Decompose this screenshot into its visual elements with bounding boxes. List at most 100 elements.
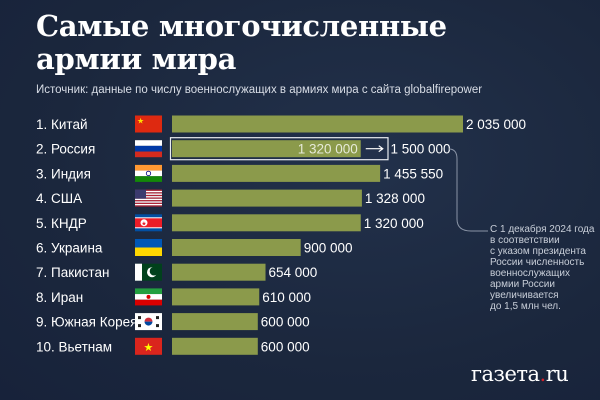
annotation-line: с указом президента [490, 246, 586, 257]
category-label: 10. Вьетнам [36, 339, 112, 354]
category-label: 6. Украина [36, 241, 103, 256]
bar [172, 115, 463, 133]
flag-part [135, 205, 162, 207]
flag-star: ★ [144, 342, 154, 354]
bar [172, 140, 361, 158]
south-korea-flag-icon [135, 313, 162, 331]
bar [172, 263, 266, 281]
bar-row: 6. Украина 900 000 [36, 239, 353, 256]
usa-flag-icon [135, 189, 162, 207]
logo-dot: . [539, 362, 547, 386]
flag-star: ★ [141, 220, 146, 227]
value-label: 2 035 000 [466, 117, 526, 132]
russia-flag-icon [135, 140, 162, 158]
bar [172, 239, 301, 256]
annotation-line: военнослужащих [490, 268, 570, 279]
bar-row: 3. Индия 1 455 550 [36, 164, 443, 182]
value-label: 1 455 550 [383, 166, 443, 181]
annotation-line: С 1 декабря 2024 года [490, 224, 595, 235]
china-flag-icon: ★ [135, 115, 162, 133]
flag-part [135, 140, 162, 146]
flag-part [135, 202, 162, 204]
category-label: 4. США [36, 191, 82, 206]
annotation-line: до 1,5 млн чел. [490, 301, 561, 312]
value-label: 600 000 [261, 315, 310, 330]
bar-row: 2. Россия 1 320 000 1 500 000 [36, 137, 451, 161]
ukraine-flag-icon [135, 239, 162, 256]
target-value-label: 1 500 000 [390, 142, 450, 157]
bar-target-outline [169, 137, 389, 161]
logo-text-end: ru [545, 362, 569, 386]
bar-row: 8. Иран 610 000 [36, 288, 311, 306]
flag-part [135, 176, 162, 182]
flag-part [138, 324, 141, 328]
flag-part [135, 164, 162, 171]
india-flag-icon [135, 164, 162, 182]
flag-part [135, 218, 162, 228]
flag-part [135, 194, 162, 197]
source-text: Источник: данные по числу военнослужащих… [36, 84, 483, 96]
flag-part [135, 197, 162, 199]
annotation-connector [448, 148, 488, 232]
bar-row: 10. Вьетнам 600 000 [36, 337, 310, 355]
annotation-note: С 1 декабря 2024 года в соответствии с ука… [490, 224, 600, 312]
flag-part [135, 198, 162, 201]
flag-part [135, 239, 162, 248]
north-korea-flag-icon: ★ [135, 214, 162, 232]
category-label: 8. Иран [36, 290, 83, 305]
iran-flag-icon [135, 288, 162, 306]
title-line-1: Самые многочисленные [36, 9, 447, 43]
flag-part [135, 190, 162, 193]
bar-row: 4. США 1 328 000 [36, 189, 425, 207]
flag-part [156, 324, 159, 328]
category-label: 3. Индия [36, 166, 91, 181]
flag-part [135, 201, 162, 203]
category-label: 7. Пакистан [36, 265, 109, 280]
flag-part [135, 170, 162, 177]
flag-part [135, 203, 162, 206]
value-label: 1 320 000 [364, 216, 424, 231]
annotation-line: в соответствии [490, 235, 560, 246]
pakistan-flag-icon [135, 263, 162, 281]
flag-part [135, 145, 162, 152]
flag-part [135, 247, 162, 256]
flag-taeguk [144, 317, 153, 322]
flag-circle [140, 219, 148, 227]
value-label: 654 000 [269, 265, 318, 280]
bar [172, 337, 258, 355]
flag-part [156, 316, 159, 320]
flag-star: ★ [137, 117, 144, 126]
flag-part [135, 192, 162, 194]
flag-part [135, 200, 162, 202]
arrow-icon [365, 145, 384, 153]
annotation-line: России численность [490, 257, 585, 268]
flag-taeguk [144, 321, 153, 326]
annotation-line: армии России [490, 279, 555, 290]
value-label: 600 000 [261, 339, 310, 354]
bar-row: 7. Пакистан 654 000 [36, 263, 318, 281]
annotation-line: увеличивается [490, 290, 559, 301]
flag-wheel [145, 170, 152, 176]
category-label: 9. Южная Корея [36, 315, 137, 330]
bar [172, 288, 260, 306]
flag-part [135, 299, 162, 306]
flag-part [135, 115, 162, 133]
flag-part [135, 337, 162, 355]
value-label: 1 320 000 [298, 142, 358, 157]
flag-part [135, 193, 162, 195]
page-title: Самые многочисленные армии мира [36, 10, 447, 76]
vietnam-flag-icon: ★ [135, 337, 162, 355]
flag-part [138, 316, 141, 320]
logo-text: газета [471, 362, 540, 386]
bar [172, 214, 361, 232]
title-line-2: армии мира [36, 42, 237, 76]
bar [172, 313, 258, 331]
flag-emblem [146, 294, 151, 299]
flag-part [135, 189, 146, 199]
flag-part [135, 288, 162, 295]
value-label: 900 000 [304, 241, 353, 256]
bar-row: 9. Южная Корея 600 000 [36, 313, 310, 331]
bar-row: 1. Китай 2 035 000 [36, 115, 526, 133]
flag-part [135, 263, 142, 281]
